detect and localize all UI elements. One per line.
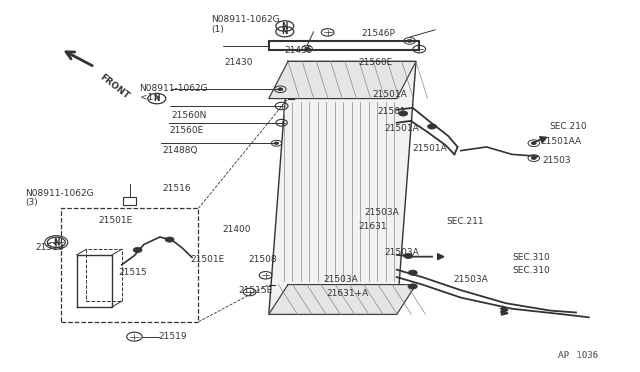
Text: SEC.210: SEC.210 bbox=[549, 122, 587, 131]
Text: 21501A: 21501A bbox=[372, 90, 407, 99]
Bar bbox=[61, 208, 198, 322]
Text: 21516: 21516 bbox=[162, 185, 191, 193]
Text: 21515: 21515 bbox=[118, 268, 147, 277]
Polygon shape bbox=[269, 285, 416, 314]
Polygon shape bbox=[269, 61, 416, 99]
Text: 21546P: 21546P bbox=[362, 29, 396, 38]
Circle shape bbox=[407, 39, 412, 42]
Text: 21508: 21508 bbox=[248, 255, 277, 264]
Circle shape bbox=[531, 142, 536, 145]
Text: N08911-1062G
(1): N08911-1062G (1) bbox=[211, 15, 280, 33]
Bar bbox=[123, 197, 136, 205]
Text: SEC.310: SEC.310 bbox=[512, 266, 550, 275]
Text: 21501AA: 21501AA bbox=[541, 137, 582, 146]
Text: 21503: 21503 bbox=[543, 156, 572, 165]
Text: 21503A: 21503A bbox=[365, 208, 399, 217]
Text: N08911-1062G
<1>: N08911-1062G <1> bbox=[140, 84, 208, 102]
Circle shape bbox=[428, 124, 436, 129]
Circle shape bbox=[305, 47, 310, 50]
Circle shape bbox=[278, 88, 283, 91]
Text: N: N bbox=[282, 22, 288, 31]
Circle shape bbox=[274, 142, 279, 145]
Text: 21430: 21430 bbox=[224, 58, 253, 67]
Text: 21501A: 21501A bbox=[413, 144, 447, 153]
Text: 21503A: 21503A bbox=[384, 248, 419, 257]
Text: 21488Q: 21488Q bbox=[162, 146, 197, 155]
Text: FRONT: FRONT bbox=[98, 73, 131, 101]
Text: 21400: 21400 bbox=[223, 225, 252, 234]
Text: 21501: 21501 bbox=[378, 107, 406, 116]
Text: 21503A: 21503A bbox=[323, 275, 358, 284]
Text: 21560E: 21560E bbox=[170, 126, 204, 135]
Text: 21631: 21631 bbox=[358, 222, 387, 231]
Text: N: N bbox=[282, 27, 288, 36]
Text: AP   1036: AP 1036 bbox=[558, 351, 598, 360]
Text: 21501A: 21501A bbox=[384, 124, 419, 133]
Text: 21631+A: 21631+A bbox=[326, 289, 369, 298]
Text: SEC.211: SEC.211 bbox=[447, 217, 484, 226]
Text: SEC.310: SEC.310 bbox=[512, 253, 550, 262]
Text: 21435: 21435 bbox=[285, 46, 314, 55]
Text: N08911-1062G
(3): N08911-1062G (3) bbox=[26, 189, 94, 207]
Circle shape bbox=[133, 247, 142, 253]
Circle shape bbox=[399, 111, 408, 116]
Circle shape bbox=[531, 157, 536, 160]
Text: AP   1036: AP 1036 bbox=[558, 351, 598, 360]
Text: 21560E: 21560E bbox=[358, 58, 393, 67]
Text: 21515E: 21515E bbox=[238, 286, 273, 295]
Polygon shape bbox=[269, 61, 416, 314]
Circle shape bbox=[165, 237, 174, 242]
Text: N: N bbox=[53, 238, 60, 247]
Circle shape bbox=[408, 284, 417, 289]
Text: 21519: 21519 bbox=[159, 332, 188, 341]
Text: 21510: 21510 bbox=[35, 243, 64, 252]
Circle shape bbox=[408, 270, 417, 275]
Circle shape bbox=[404, 253, 413, 259]
Text: 21501E: 21501E bbox=[98, 216, 132, 225]
Text: 21560N: 21560N bbox=[172, 111, 207, 120]
Text: 21503A: 21503A bbox=[453, 275, 488, 284]
Text: 21501E: 21501E bbox=[191, 255, 225, 264]
Text: N: N bbox=[154, 94, 160, 103]
